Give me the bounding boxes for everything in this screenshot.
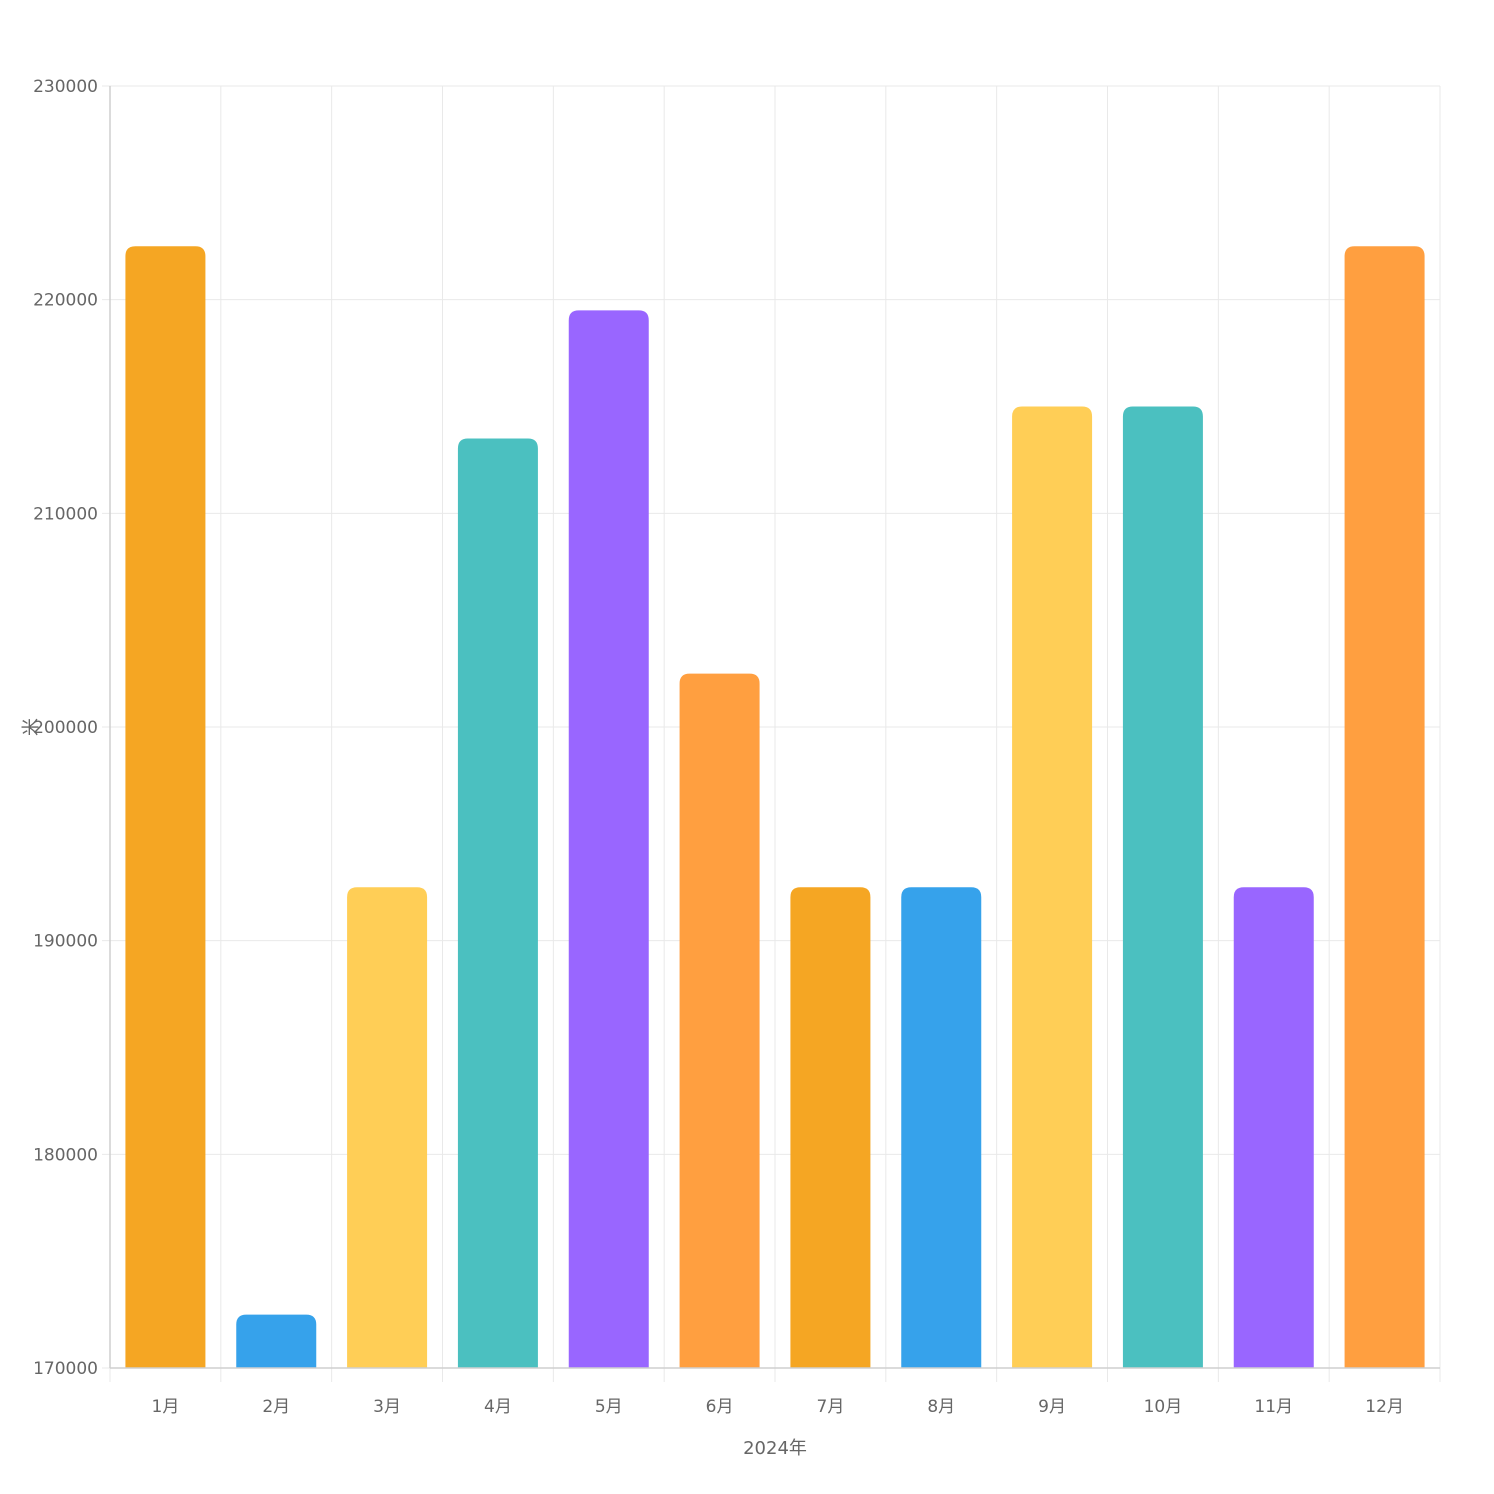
axes-layer: 170000 180000 190000 200000 210000 220000 2300…	[33, 77, 1440, 1417]
bar	[236, 1314, 317, 1368]
bar	[1233, 887, 1314, 1368]
x-tick-label: 7月	[817, 1397, 845, 1417]
x-tick-label: 6月	[706, 1397, 734, 1417]
x-tick-label: 5月	[595, 1397, 623, 1417]
y-tick-label: 230000	[33, 77, 98, 97]
y-axis-title: 米	[21, 718, 42, 736]
x-tick-label: 1月	[152, 1397, 180, 1417]
y-tick-label: 210000	[33, 504, 98, 524]
bar	[347, 887, 428, 1368]
bar	[1344, 246, 1425, 1368]
bar	[790, 887, 871, 1368]
x-axis-title: 2024年	[743, 1438, 807, 1459]
x-tick-label: 11月	[1254, 1397, 1293, 1417]
x-tick-label: 9月	[1038, 1397, 1066, 1417]
bar	[901, 887, 982, 1368]
y-tick-label: 170000	[33, 1359, 98, 1379]
bars-layer	[125, 246, 1425, 1369]
x-tick-label: 12月	[1365, 1397, 1404, 1417]
bar	[679, 673, 760, 1368]
y-tick-label: 180000	[33, 1145, 98, 1165]
x-tick-label: 10月	[1144, 1397, 1183, 1417]
bar	[1012, 406, 1093, 1368]
y-tick-label: 200000	[33, 718, 98, 738]
grid-layer	[109, 85, 1441, 1382]
y-tick-label: 190000	[33, 932, 98, 952]
y-tick-label: 220000	[33, 291, 98, 311]
bar	[125, 246, 206, 1368]
x-tick-label: 8月	[927, 1397, 955, 1417]
x-tick-label: 2月	[262, 1397, 290, 1417]
bar	[457, 438, 538, 1368]
x-tick-label: 4月	[484, 1397, 512, 1417]
x-tick-label: 3月	[373, 1397, 401, 1417]
bar	[1122, 406, 1203, 1368]
bar	[568, 310, 649, 1369]
